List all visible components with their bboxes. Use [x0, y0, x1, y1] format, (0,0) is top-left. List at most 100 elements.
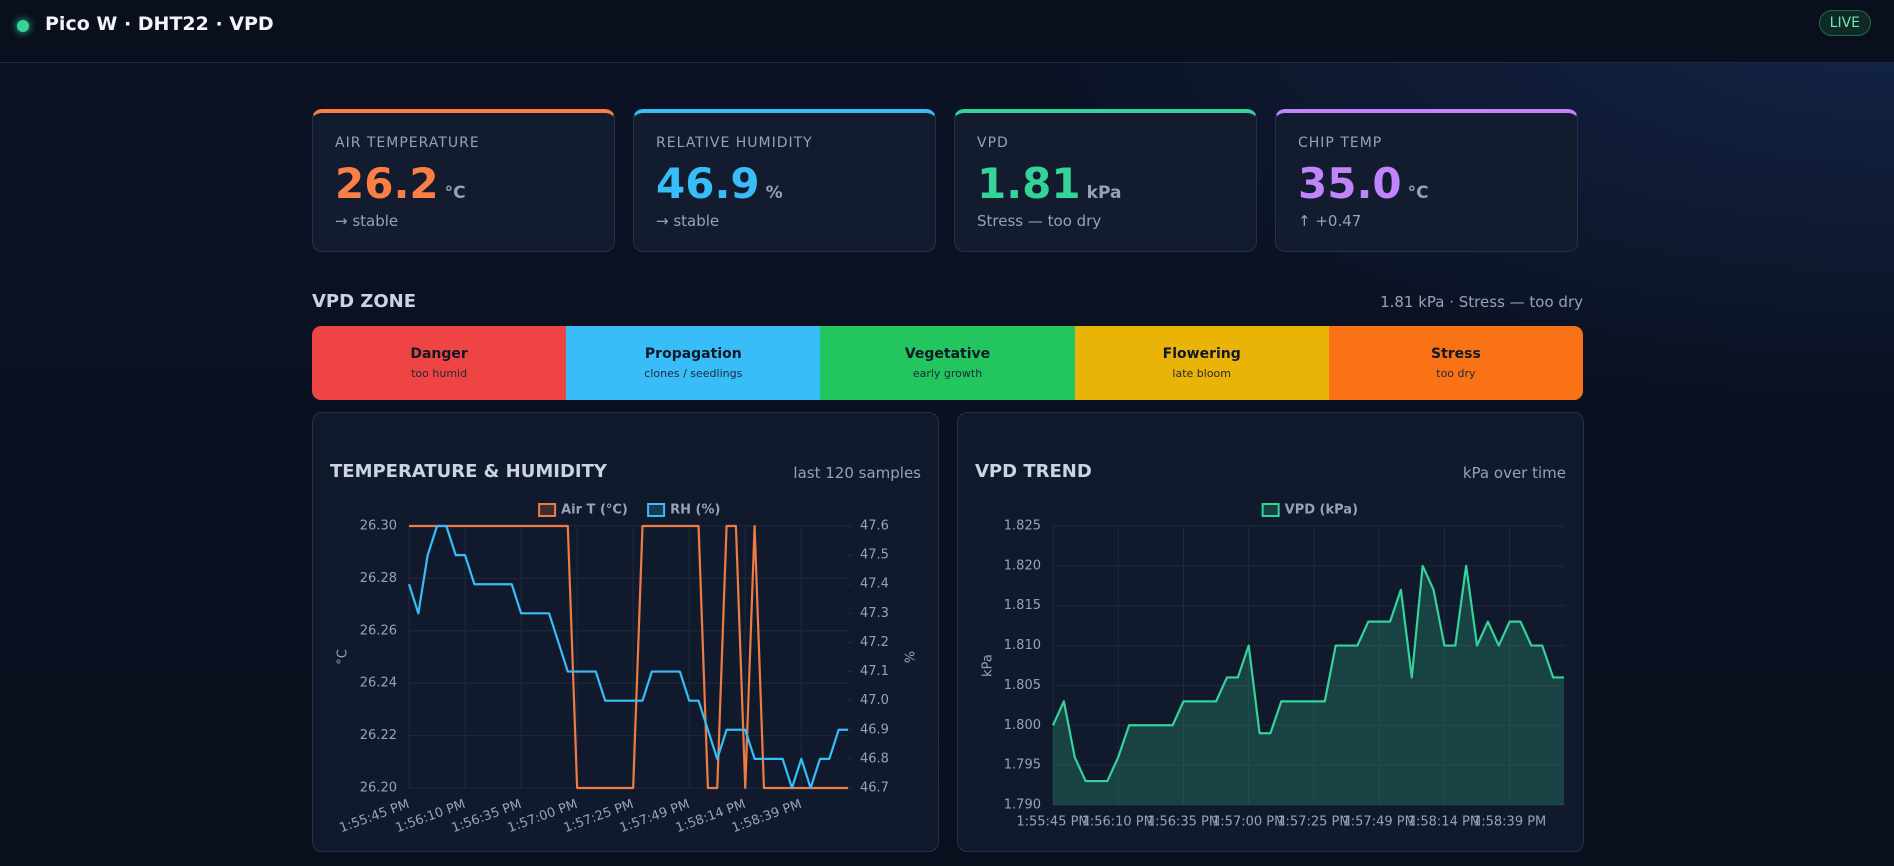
y-tick-label: 1.825 — [1004, 519, 1041, 534]
y2-tick-label: 47.5 — [860, 548, 889, 563]
x-tick-label: 1:56:35 PM — [1147, 815, 1220, 830]
chart-subtitle: last 120 samples — [793, 464, 921, 482]
stat-number: 35.0 — [1298, 159, 1402, 208]
x-tick-label: 1:58:14 PM — [1408, 815, 1481, 830]
stat-note: ↑ +0.47 — [1298, 212, 1362, 230]
stat-number: 26.2 — [335, 159, 439, 208]
stat-card: AIR TEMPERATURE 26.2 °C → stable — [312, 109, 615, 252]
line — [407, 524, 848, 790]
live-badge[interactable]: LIVE — [1818, 10, 1871, 36]
y2-tick-label: 46.9 — [860, 722, 889, 737]
chart-title: VPD TREND — [975, 461, 1092, 482]
stat-number: 46.9 — [656, 159, 760, 208]
y-tick-label: 1.790 — [1004, 798, 1041, 813]
x-tick-label: 1:57:49 PM — [1343, 815, 1416, 830]
stat-label: CHIP TEMP — [1298, 135, 1383, 151]
zone-desc: too humid — [411, 367, 468, 380]
y-tick-label: 1.820 — [1004, 558, 1041, 573]
stat-value: 46.9% — [656, 159, 913, 208]
line — [409, 524, 848, 790]
zone-name: Vegetative — [904, 346, 991, 362]
stat-unit: % — [765, 183, 783, 203]
zone-summary: 1.81 kPa · Stress — too dry — [1380, 293, 1583, 311]
legend-label: VPD (kPa) — [1285, 503, 1358, 518]
zone-name: Propagation — [644, 346, 742, 362]
stat-unit: kPa — [1086, 183, 1122, 203]
y2-tick-label: 47.2 — [860, 635, 889, 650]
y2-axis-label: % — [901, 651, 916, 663]
zone-desc: clones / seedlings — [644, 367, 743, 380]
chart-panel: VPD TREND kPa over time 1.790 1.795 1.800 1… — [957, 412, 1584, 852]
stat-note: Stress — too dry — [977, 212, 1102, 230]
stat-unit: °C — [1407, 183, 1429, 203]
stat-value: 1.81 kPa — [977, 159, 1234, 208]
zone-segment: Danger too humid — [312, 326, 567, 400]
chart: 1.790 1.795 1.800 1.805 1.810 1.815 1.820 1.825… — [981, 503, 1564, 830]
stat-note: → stable — [335, 212, 399, 230]
y2-tick-label: 47.0 — [860, 693, 889, 708]
x-tick-label: 1:57:00 PM — [1212, 815, 1285, 830]
zone-segment: Propagation clones / seedlings — [566, 326, 821, 400]
stat-card: RELATIVE HUMIDITY 46.9% → stable — [633, 109, 936, 252]
y-tick-label: 1.800 — [1004, 718, 1041, 733]
y-tick-label: 1.805 — [1004, 678, 1041, 693]
y2-tick-label: 47.4 — [860, 577, 889, 592]
y-tick-label: 26.30 — [360, 519, 397, 534]
y-tick-label: 1.795 — [1004, 758, 1041, 773]
stat-value: 35.0 °C — [1298, 159, 1555, 208]
chart-panel: TEMPERATURE & HUMIDITY last 120 samples … — [312, 412, 939, 852]
y2-tick-label: 46.7 — [860, 781, 889, 796]
x-tick-label: 1:56:10 PM — [1082, 815, 1155, 830]
y2-tick-label: 46.8 — [860, 751, 889, 766]
zone-desc: late bloom — [1172, 367, 1231, 380]
status-dot — [17, 20, 29, 32]
area — [1053, 565, 1564, 805]
zone-segment: Stress too dry — [1328, 326, 1583, 400]
zone-name: Stress — [1430, 346, 1481, 362]
zone-desc: early growth — [912, 367, 983, 380]
y-axis-label: °C — [336, 649, 351, 665]
stat-unit: °C — [444, 183, 466, 203]
stat-label: RELATIVE HUMIDITY — [656, 135, 813, 151]
y2-tick-label: 47.3 — [860, 606, 889, 621]
y-axis-label: kPa — [981, 654, 996, 677]
zone-segment: Vegetative early growth — [820, 326, 1075, 400]
app-title: Pico W · DHT22 · VPD — [45, 13, 274, 35]
chart: 26.20 26.22 26.24 26.26 26.28 26.30 46.7 46.8 46… — [336, 503, 916, 837]
y-tick-label: 26.24 — [360, 676, 397, 691]
x-tick-label: 1:58:39 PM — [1473, 815, 1546, 830]
x-tick-label: 1:57:25 PM — [1277, 815, 1350, 830]
cards: AIR TEMPERATURE 26.2 °C → stable RELATIVE HU… — [312, 109, 1578, 252]
chart-subtitle: kPa over time — [1462, 464, 1566, 482]
legend-swatch — [1261, 503, 1280, 517]
y2-tick-label: 47.1 — [860, 664, 889, 679]
legend-swatch — [538, 503, 557, 517]
zone-segment: Flowering late bloom — [1074, 326, 1329, 400]
y-tick-label: 26.20 — [360, 781, 397, 796]
stat-value: 26.2 °C — [335, 159, 592, 208]
legend-label: RH (%) — [670, 503, 720, 518]
stat-number: 1.81 — [977, 159, 1081, 208]
header: Pico W · DHT22 · VPD LIVE — [0, 0, 1894, 63]
zone-title: VPD ZONE — [312, 291, 417, 312]
x-tick-label: 1:55:45 PM — [1016, 815, 1089, 830]
legend-swatch — [647, 503, 666, 517]
stat-card: CHIP TEMP 35.0 °C ↑ +0.47 — [1275, 109, 1578, 252]
zone-bar: Danger too humid Propagation clones / seedl… — [312, 326, 1583, 400]
stat-label: VPD — [977, 135, 1009, 151]
line — [1051, 564, 1564, 783]
legend-label: Air T (°C) — [561, 503, 628, 518]
zone-name: Danger — [410, 346, 468, 362]
y-tick-label: 26.28 — [360, 571, 397, 586]
y2-tick-label: 47.6 — [860, 519, 889, 534]
stat-label: AIR TEMPERATURE — [335, 135, 480, 151]
stat-card: VPD 1.81 kPa Stress — too dry — [954, 109, 1257, 252]
stat-note: → stable — [656, 212, 720, 230]
y-tick-label: 1.810 — [1004, 638, 1041, 653]
zone-name: Flowering — [1162, 346, 1241, 362]
y-tick-label: 26.22 — [360, 728, 397, 743]
y-tick-label: 26.26 — [360, 623, 397, 638]
zone-desc: too dry — [1436, 367, 1476, 380]
y-tick-label: 1.815 — [1004, 598, 1041, 613]
